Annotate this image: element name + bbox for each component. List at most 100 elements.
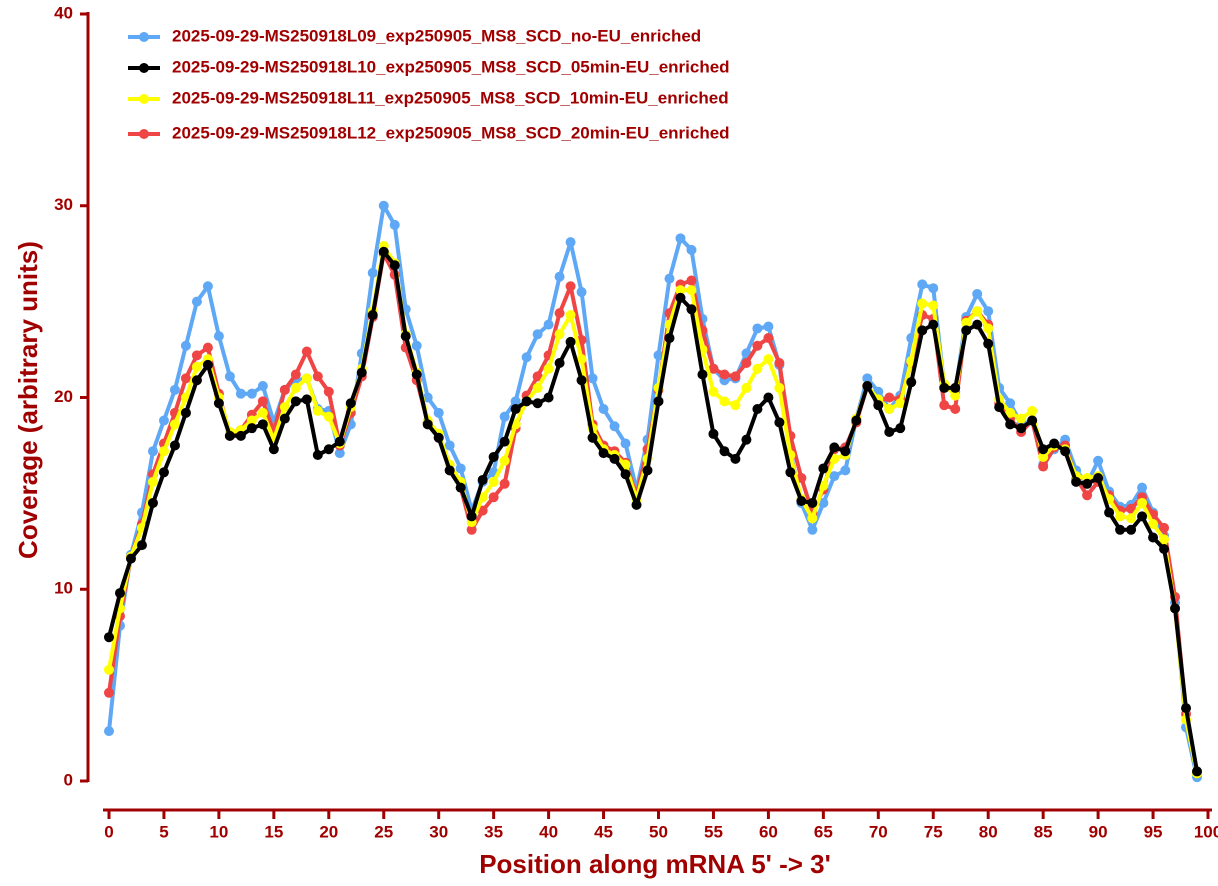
x-tick-label: 50 [649,822,668,841]
point [158,446,169,457]
point [1038,451,1049,462]
point [224,430,235,441]
point [1148,519,1159,530]
point [323,411,334,422]
point [961,325,972,336]
point [356,367,367,378]
point [1159,543,1170,554]
point [466,511,477,522]
point [499,411,510,422]
point [730,400,741,411]
point [895,398,906,409]
point [147,446,158,457]
point [191,350,202,361]
x-tick-label: 85 [1034,822,1053,841]
y-tick-label: 30 [54,195,73,214]
point [224,371,235,382]
point [939,382,950,393]
point [829,471,840,482]
point [422,392,433,403]
point [928,319,939,330]
point [444,440,455,451]
x-tick-label: 80 [979,822,998,841]
point [1093,455,1104,466]
point [719,396,730,407]
x-tick-label: 40 [539,822,558,841]
x-tick-label: 55 [704,822,723,841]
point [609,453,620,464]
point [1104,507,1115,518]
point [257,407,268,418]
point [598,448,609,459]
point [741,434,752,445]
point [499,436,510,447]
point [103,632,114,643]
point [1016,413,1027,424]
point [565,281,576,292]
point [246,388,257,399]
point [994,402,1005,413]
x-tick-label: 20 [319,822,338,841]
point [1038,461,1049,472]
point [565,336,576,347]
point [433,407,444,418]
point [466,524,477,535]
point [323,444,334,455]
point [1126,524,1137,535]
point [719,446,730,457]
point [620,459,631,470]
point [675,285,686,296]
x-tick-label: 100 [1194,822,1218,841]
point [686,304,697,315]
point [477,505,488,516]
point [1005,419,1016,430]
y-axis-label: Coverage (arbitrary units) [13,241,43,559]
point [763,392,774,403]
point [367,267,378,278]
point [345,398,356,409]
point [477,474,488,485]
point [1027,405,1038,416]
point [972,306,983,317]
point [543,363,554,374]
point [818,463,829,474]
point [829,442,840,453]
point [983,323,994,334]
point [279,413,290,424]
point [1038,444,1049,455]
point [730,371,741,382]
point [917,298,928,309]
point [301,373,312,384]
point [257,380,268,391]
point [235,430,246,441]
y-tick-label: 10 [54,579,73,598]
legend-marker [139,94,149,104]
point [411,340,422,351]
x-tick-label: 65 [814,822,833,841]
point [180,340,191,351]
point [686,244,697,255]
point [169,384,180,395]
point [565,237,576,248]
series-line [107,203,1199,778]
point [763,321,774,332]
point [334,436,345,447]
point [818,497,829,508]
point [928,283,939,294]
point [884,427,895,438]
point [1137,497,1148,508]
point [884,392,895,403]
series-line [107,244,1199,774]
y-tick-label: 40 [54,3,73,22]
point [1082,478,1093,489]
series-line [107,251,1199,774]
point [774,357,785,368]
point [1192,766,1203,777]
point [103,664,114,675]
point [191,375,202,386]
point [807,497,818,508]
point [422,419,433,430]
x-tick-label: 10 [209,822,228,841]
point [191,296,202,307]
point [158,415,169,426]
